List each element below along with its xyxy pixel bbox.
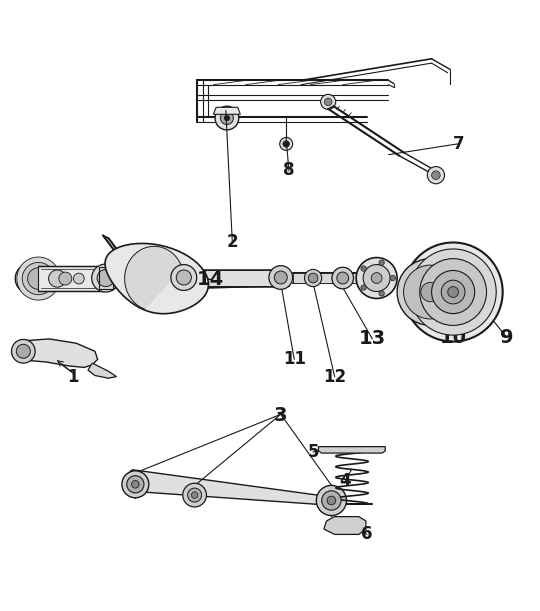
Text: 11: 11: [283, 350, 306, 368]
Text: 1: 1: [68, 368, 79, 386]
Polygon shape: [319, 447, 385, 453]
Circle shape: [441, 280, 465, 304]
Text: 10: 10: [440, 328, 467, 347]
Circle shape: [379, 260, 384, 265]
Circle shape: [305, 269, 322, 287]
Circle shape: [337, 272, 349, 284]
Circle shape: [410, 249, 496, 335]
Circle shape: [283, 141, 289, 147]
Circle shape: [356, 258, 397, 299]
Circle shape: [427, 167, 444, 184]
Circle shape: [171, 265, 197, 290]
Text: 2: 2: [226, 233, 238, 251]
Circle shape: [379, 291, 384, 296]
Circle shape: [224, 115, 230, 121]
Circle shape: [122, 471, 149, 498]
Circle shape: [316, 485, 347, 516]
Circle shape: [420, 258, 487, 326]
Circle shape: [363, 265, 390, 291]
Text: 9: 9: [500, 328, 514, 347]
Text: 8: 8: [283, 161, 295, 179]
Circle shape: [448, 287, 458, 298]
Text: 14: 14: [197, 270, 225, 289]
Circle shape: [274, 271, 287, 284]
Circle shape: [397, 258, 464, 326]
Polygon shape: [88, 363, 117, 378]
Polygon shape: [125, 246, 183, 309]
Text: 5: 5: [307, 443, 319, 461]
Polygon shape: [324, 517, 366, 535]
Polygon shape: [293, 273, 356, 284]
Polygon shape: [38, 266, 103, 291]
Circle shape: [191, 492, 198, 499]
Circle shape: [187, 488, 201, 502]
Text: 7: 7: [453, 135, 464, 153]
Circle shape: [321, 94, 336, 109]
Circle shape: [220, 112, 233, 125]
Text: 13: 13: [359, 329, 386, 348]
Circle shape: [183, 483, 206, 507]
Text: 12: 12: [323, 368, 346, 386]
Circle shape: [269, 266, 293, 290]
Circle shape: [176, 270, 191, 285]
Circle shape: [127, 476, 144, 493]
Circle shape: [322, 491, 341, 510]
Circle shape: [431, 171, 440, 180]
Circle shape: [17, 257, 60, 300]
Polygon shape: [129, 470, 334, 505]
Circle shape: [97, 269, 114, 287]
Polygon shape: [19, 339, 98, 367]
Circle shape: [403, 265, 457, 319]
Polygon shape: [194, 271, 275, 285]
Circle shape: [308, 273, 318, 283]
Circle shape: [28, 268, 49, 290]
Text: 6: 6: [361, 525, 373, 543]
Circle shape: [403, 243, 503, 342]
Circle shape: [280, 137, 293, 150]
Circle shape: [390, 276, 395, 280]
Circle shape: [332, 267, 354, 289]
Circle shape: [325, 98, 332, 106]
Circle shape: [132, 480, 139, 488]
Circle shape: [11, 340, 35, 363]
Circle shape: [15, 263, 45, 294]
Polygon shape: [213, 108, 240, 114]
Text: 3: 3: [274, 406, 287, 425]
Circle shape: [361, 285, 366, 290]
Circle shape: [361, 266, 366, 271]
Text: 4: 4: [340, 472, 351, 489]
Circle shape: [327, 496, 336, 505]
Circle shape: [59, 272, 72, 285]
Circle shape: [16, 344, 30, 358]
Circle shape: [372, 273, 382, 284]
Circle shape: [21, 269, 40, 288]
Circle shape: [421, 282, 440, 302]
Polygon shape: [105, 243, 208, 313]
Circle shape: [22, 262, 55, 295]
Circle shape: [49, 270, 66, 287]
Circle shape: [73, 273, 84, 284]
Circle shape: [431, 271, 475, 313]
Circle shape: [215, 106, 239, 130]
Circle shape: [92, 264, 120, 292]
